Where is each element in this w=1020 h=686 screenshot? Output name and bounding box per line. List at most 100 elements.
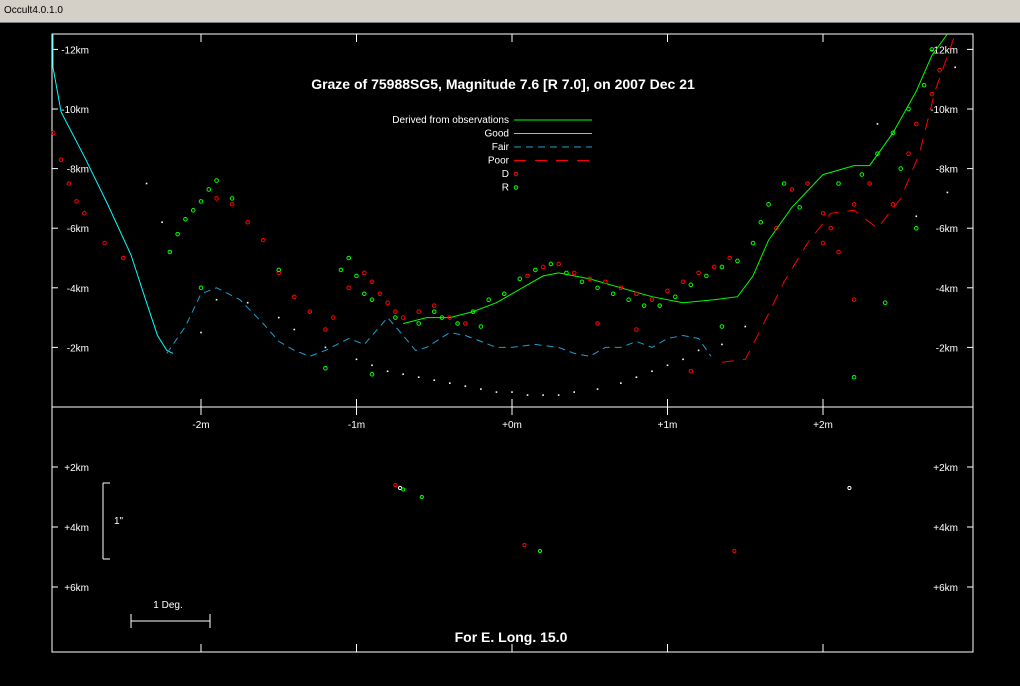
minor-point [449,382,451,384]
reappearance-point [797,205,802,210]
reappearance-point [455,321,460,326]
lower-y-tick-label-left: +2km [64,463,89,474]
legend-marker [513,185,519,190]
reappearance-point [890,130,896,136]
minor-point [161,221,163,224]
y-tick-label-right: -10km [930,105,958,116]
minor-point [355,358,358,361]
disappearance-point [634,327,639,332]
minor-point [666,364,669,367]
horizontal-scale-bar: 1 Deg. [130,600,211,628]
window-title: Occult4.0.1.0 [4,5,63,16]
reappearance-point [533,267,538,273]
reappearance-point [214,178,219,183]
minor-point [215,298,218,301]
reappearance-point [276,267,282,273]
reappearance-point [906,106,911,112]
reappearance-point [859,172,865,177]
reappearance-point [781,181,787,186]
reappearance-point [914,225,919,231]
reappearance-point [719,324,725,329]
disappearance-point [447,315,453,320]
disappearance-point [688,368,694,374]
minor-point [293,328,296,331]
disappearance-point [851,202,857,207]
minor-point [946,191,949,194]
disappearance-point [929,91,935,97]
series-line-derived-from-observations [402,33,948,325]
minor-point [596,388,599,390]
minor-point [402,373,404,376]
x-tick-label: +1m [658,420,678,431]
legend: Derived from observations Good Fair Poor DR [392,115,592,194]
lower-event-point [522,542,527,548]
y-tick-label-right: -2km [936,343,958,354]
disappearance-point [540,264,546,270]
x-tick-label: -2m [192,420,209,431]
y-tick-label-left: -10km [61,105,89,116]
x-axis-ticks: -2m -1m +0m +1m +2m [192,34,833,652]
disappearance-point [66,181,72,186]
minor-point [526,394,529,396]
lower-event-point [397,485,403,491]
disappearance-point [346,285,352,291]
disappearance-point [229,202,235,207]
y-tick-label-right: -12km [930,45,958,56]
y-tick-label-left: -2km [67,343,89,354]
lower-y-axis: +2km +2km +4km +4km +6km +6km [52,463,973,594]
disappearance-point [276,270,282,276]
reappearance-point [470,309,476,314]
disappearance-point [634,291,639,297]
disappearance-point [556,261,561,267]
plot-frame [51,33,974,653]
disappearance-point [820,240,826,246]
reappearance-point [369,297,375,303]
legend-label: Good [485,129,509,140]
minor-point [635,376,638,378]
reappearance-point [183,216,188,222]
minor-point [246,301,249,304]
reappearance-point [393,315,398,320]
minor-point [697,349,700,352]
minor-point [200,331,202,334]
legend-label: D [502,169,509,180]
disappearance-point [867,181,872,186]
minor-point [954,66,956,69]
minor-point [744,325,747,328]
disappearance-point [618,285,624,291]
disappearance-point [400,315,406,320]
reappearance-point [929,47,935,52]
disappearance-point [805,181,810,186]
disappearance-point [665,288,670,294]
reappearance-point [595,285,600,291]
reappearance-point [167,249,173,255]
reappearance-point [416,321,422,326]
disappearance-point [836,249,841,255]
disappearance-point [851,297,857,303]
minor-point [480,388,482,390]
reappearance-point [323,365,328,371]
y-tick-label-left: -12km [61,45,89,56]
y-tick-label-right: -4km [936,284,958,295]
minor-point [915,215,918,218]
reappearance-point [190,208,196,213]
x-tick-label: -1m [348,420,365,431]
disappearance-point [587,276,593,282]
reappearance-point [354,273,359,279]
reappearance-point [501,291,507,297]
disappearance-point [416,309,422,314]
reappearance-point [735,258,740,264]
reappearance-point [198,285,204,291]
disappearance-point [727,255,733,261]
disappearance-point [361,270,367,276]
reappearance-point [579,279,585,285]
disappearance-point [789,187,795,192]
y-tick-label-left: -8km [67,165,89,176]
y-tick-label-right: -8km [936,165,958,176]
vertical-scale-bar: 1" [102,482,124,560]
disappearance-point [74,199,79,204]
reappearance-point [369,371,375,377]
disappearance-point [906,151,911,156]
upper-y-axis: -12km -12km -10km -10km -8km -8km -6km -6km -4km… [52,45,973,354]
